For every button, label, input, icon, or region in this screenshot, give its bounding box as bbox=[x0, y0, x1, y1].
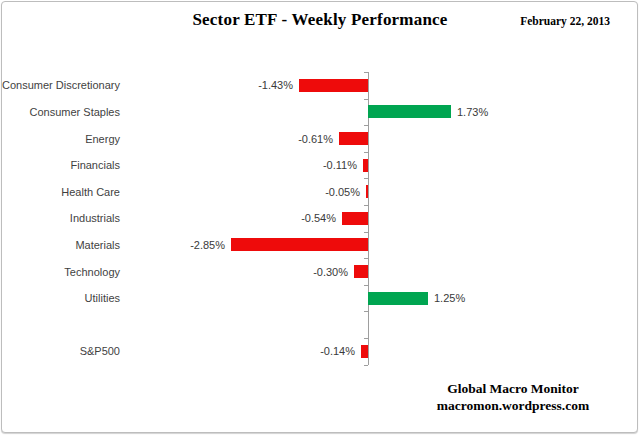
bar-utilities bbox=[368, 292, 428, 305]
category-label-utilities: Utilities bbox=[0, 290, 120, 306]
category-label-health-care: Health Care bbox=[0, 184, 120, 200]
axis-tick-mark bbox=[364, 99, 368, 100]
value-label-utilities: 1.25% bbox=[434, 290, 465, 306]
axis-tick-mark bbox=[364, 365, 368, 366]
value-label-consumer-staples: 1.73% bbox=[457, 104, 488, 120]
category-label-industrials: Industrials bbox=[0, 210, 120, 226]
axis-tick-mark bbox=[364, 205, 368, 206]
watermark-url: macromon.wordpress.com bbox=[418, 397, 608, 414]
bar-industrials bbox=[342, 212, 368, 225]
category-label-consumer-discretionary: Consumer Discretionary bbox=[0, 77, 120, 93]
value-label-financials: -0.11% bbox=[323, 157, 357, 173]
bar-consumer-staples bbox=[368, 105, 451, 118]
category-label-energy: Energy bbox=[0, 131, 120, 147]
watermark-brand: Global Macro Monitor bbox=[418, 380, 608, 397]
axis-tick-mark bbox=[364, 72, 368, 73]
axis-tick-mark bbox=[364, 125, 368, 126]
bar-materials bbox=[231, 238, 368, 251]
axis-tick-mark bbox=[364, 338, 368, 339]
axis-tick-mark bbox=[364, 311, 368, 312]
value-label-energy: -0.61% bbox=[298, 131, 333, 147]
value-label-industrials: -0.54% bbox=[301, 210, 336, 226]
value-label-materials: -2.85% bbox=[190, 237, 225, 253]
value-label-consumer-discretionary: -1.43% bbox=[258, 77, 293, 93]
axis-tick-mark bbox=[364, 232, 368, 233]
chart-date: February 22, 2013 bbox=[520, 15, 610, 27]
axis-tick-mark bbox=[364, 152, 368, 153]
value-label-technology: -0.30% bbox=[313, 264, 348, 280]
watermark: Global Macro Monitor macromon.wordpress.… bbox=[418, 380, 608, 414]
value-label-s-p500: -0.14% bbox=[320, 343, 355, 359]
bar-energy bbox=[339, 132, 368, 145]
bar-technology bbox=[354, 265, 368, 278]
value-label-health-care: -0.05% bbox=[325, 184, 360, 200]
bar-consumer-discretionary bbox=[299, 79, 368, 92]
axis-tick-mark bbox=[364, 285, 368, 286]
category-label-s-p500: S&P500 bbox=[0, 343, 120, 359]
axis-tick-mark bbox=[364, 258, 368, 259]
category-label-consumer-staples: Consumer Staples bbox=[0, 104, 120, 120]
axis-tick-mark bbox=[364, 178, 368, 179]
bar-s-p500 bbox=[361, 345, 368, 358]
category-label-financials: Financials bbox=[0, 157, 120, 173]
bar-health-care bbox=[366, 185, 368, 198]
bar-financials bbox=[363, 159, 368, 172]
chart-canvas: Sector ETF - Weekly Performance February… bbox=[0, 0, 640, 435]
category-label-technology: Technology bbox=[0, 264, 120, 280]
category-label-materials: Materials bbox=[0, 237, 120, 253]
